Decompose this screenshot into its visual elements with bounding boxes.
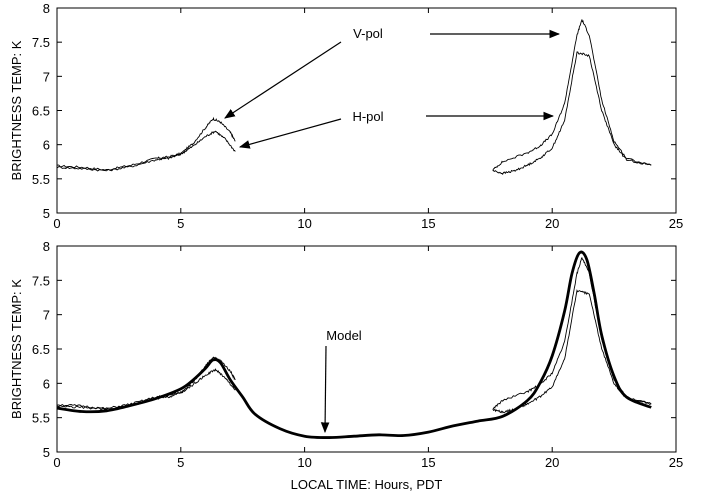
x-tick-label: 25 [669,216,683,231]
series-line-h-pol [56,130,236,172]
annotation-arrow [238,118,342,149]
annotation-arrow [320,345,330,434]
x-tick-label: 5 [177,216,184,231]
x-tick-label: 10 [297,455,311,470]
y-tick-label: 6 [43,138,50,153]
plot-frame [56,245,677,453]
y-tick-label: 5 [43,206,50,221]
y-tick-label: 8 [43,239,50,254]
y-tick-label: 6 [43,376,50,391]
x-axis-label: LOCAL TIME: Hours, PDT [291,477,443,492]
series-line-v-pol [492,257,652,410]
y-tick-label: 5.5 [32,172,50,187]
annotation-arrow [224,41,342,119]
annotation-model: Model [326,328,362,343]
x-tick-label: 20 [545,455,559,470]
y-tick-label: 7.5 [32,273,50,288]
y-tick-label: 7 [43,308,50,323]
x-tick-label: 10 [297,216,311,231]
series-line-h-pol [492,51,652,176]
x-tick-label: 25 [669,455,683,470]
x-tick-label: 15 [421,216,435,231]
series-line-h-pol [492,289,652,414]
series-line-v-pol [57,116,236,171]
y-axis-label: BRIGHTNESS TEMP: K [9,40,24,180]
x-tick-label: 0 [53,216,60,231]
x-tick-label: 20 [545,216,559,231]
annotation-v-pol: V-pol [353,26,383,41]
y-tick-label: 5.5 [32,411,50,426]
y-axis-label: BRIGHTNESS TEMP: K [9,279,24,419]
annotation-h-pol: H-pol [352,109,383,124]
y-tick-label: 7 [43,69,50,84]
series-line-v-pol [492,19,652,171]
y-tick-label: 5 [43,445,50,460]
x-tick-label: 5 [177,455,184,470]
x-tick-label: 0 [53,455,60,470]
y-tick-label: 8 [43,1,50,16]
x-tick-label: 15 [421,455,435,470]
series-line-h-pol [56,368,236,411]
y-tick-label: 6.5 [32,342,50,357]
series-line-v-pol [56,356,236,410]
y-tick-label: 6.5 [32,104,50,119]
series-line-model [56,250,652,439]
y-tick-label: 7.5 [32,35,50,50]
